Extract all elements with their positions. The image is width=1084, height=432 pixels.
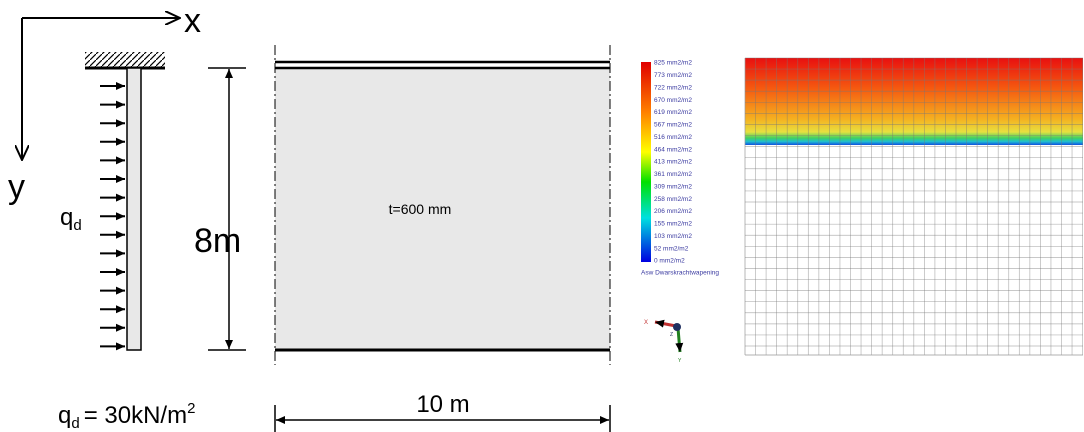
- result-field: [744, 57, 1083, 356]
- legend-label: 155 mm2/m2: [654, 221, 692, 228]
- legend-label: 567 mm2/m2: [654, 122, 692, 129]
- legend-label: 52 mm2/m2: [654, 245, 689, 252]
- legend-caption: Asw Dwarskrachtwapening: [641, 270, 719, 277]
- result-legend: Asw Dwarskrachtwapening 825 mm2/m2 773 mm…: [641, 60, 719, 277]
- legend-label: 413 mm2/m2: [654, 159, 692, 166]
- load-value-subscript: d: [71, 415, 79, 432]
- height-label: 8m: [194, 222, 241, 260]
- triad-x: X: [644, 320, 648, 326]
- wall-elevation: t=600 mm: [274, 45, 611, 365]
- global-axes: x y: [8, 2, 201, 206]
- legend-label: 773 mm2/m2: [654, 72, 692, 79]
- height-dimension: 8m: [194, 67, 246, 351]
- legend-label: 361 mm2/m2: [654, 171, 692, 178]
- legend-label: 0 mm2/m2: [654, 258, 685, 265]
- load-value-symbol: q: [58, 402, 71, 429]
- legend-label: 103 mm2/m2: [654, 233, 692, 240]
- legend-label: 722 mm2/m2: [654, 84, 692, 91]
- axis-triad: X Z Y: [644, 319, 684, 364]
- thickness-label: t=600 mm: [389, 201, 452, 217]
- width-label: 10 m: [416, 391, 469, 418]
- legend-label: 309 mm2/m2: [654, 183, 692, 190]
- x-axis-label: x: [184, 2, 201, 40]
- width-dimension: 10 m: [274, 391, 611, 432]
- load-subscript: d: [73, 217, 81, 234]
- legend-label: 619 mm2/m2: [654, 109, 692, 116]
- legend-label: 206 mm2/m2: [654, 208, 692, 215]
- legend-label: 670 mm2/m2: [654, 97, 692, 104]
- load-value-superscript: 2: [187, 400, 195, 417]
- legend-label: 516 mm2/m2: [654, 134, 692, 141]
- load-value-equation: = 30kN/m: [84, 402, 187, 429]
- column-model: qd: [60, 52, 165, 351]
- legend-label: 464 mm2/m2: [654, 146, 692, 153]
- load-label: qd: [60, 204, 82, 234]
- triad-z: Z: [670, 332, 673, 338]
- triad-y: Y: [678, 358, 682, 364]
- y-axis-label: y: [8, 168, 25, 206]
- legend-label: 258 mm2/m2: [654, 196, 692, 203]
- load-value: qd = 30kN/m2: [58, 400, 195, 432]
- legend-label: 825 mm2/m2: [654, 60, 692, 67]
- load-symbol: q: [60, 204, 73, 231]
